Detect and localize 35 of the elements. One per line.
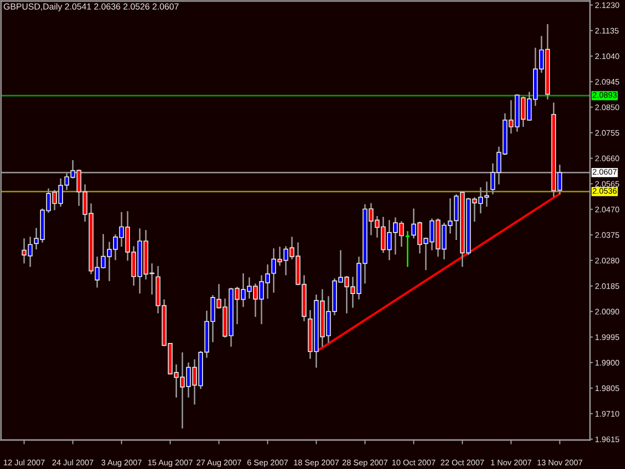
x-tick-label: 18 Sep 2007 [294, 460, 339, 467]
candlestick [405, 230, 410, 268]
x-tick-label: 13 Nov 2007 [538, 460, 582, 466]
y-tick-label: 1.9615 [595, 436, 620, 442]
ref-line-label: 2.0536 [592, 188, 617, 194]
y-tick-label: 1.9900 [595, 360, 620, 366]
x-tick-label: 27 Aug 2007 [196, 460, 242, 467]
x-tick-label: 24 Jul 2007 [52, 459, 94, 466]
x-tick-label: 1 Nov 2007 [491, 460, 532, 466]
ref-line-label: 2.0893 [592, 92, 617, 98]
x-tick-label: 22 Oct 2007 [440, 460, 484, 466]
y-tick-label: 2.0185 [595, 283, 620, 289]
y-tick-label: 2.0660 [595, 156, 620, 162]
y-tick-label: 2.0850 [595, 104, 620, 110]
x-tick-label: 10 Oct 2007 [392, 460, 436, 466]
y-tick-label: 2.1040 [595, 53, 620, 60]
x-tick-label: 3 Aug 2007 [101, 460, 142, 467]
x-tick-label: 28 Sep 2007 [342, 460, 388, 467]
x-tick-label: 15 Aug 2007 [148, 460, 192, 467]
y-tick-label: 1.9995 [595, 334, 620, 340]
y-tick-label: 2.0280 [595, 258, 620, 264]
y-tick-label: 2.0090 [595, 308, 620, 314]
chart-title: GBPUSD,Daily 2.0541 2.0636 2.0526 2.0607 [4, 3, 179, 12]
y-tick-label: 2.1230 [595, 2, 620, 8]
y-tick-label: 2.1135 [595, 28, 619, 34]
x-tick-label: 12 Jul 2007 [4, 459, 45, 466]
x-tick-label: 6 Sep 2007 [247, 460, 288, 467]
y-tick-label: 1.9710 [595, 410, 620, 417]
y-tick-label: 1.9805 [595, 385, 620, 392]
y-tick-label: 2.0565 [595, 181, 620, 187]
y-tick-label: 2.0945 [595, 78, 620, 85]
y-tick-label: 2.0755 [595, 130, 620, 136]
ref-line-label: 2.0607 [592, 168, 617, 175]
y-tick-label: 2.0470 [595, 206, 620, 212]
y-tick-label: 2.0375 [595, 232, 620, 238]
